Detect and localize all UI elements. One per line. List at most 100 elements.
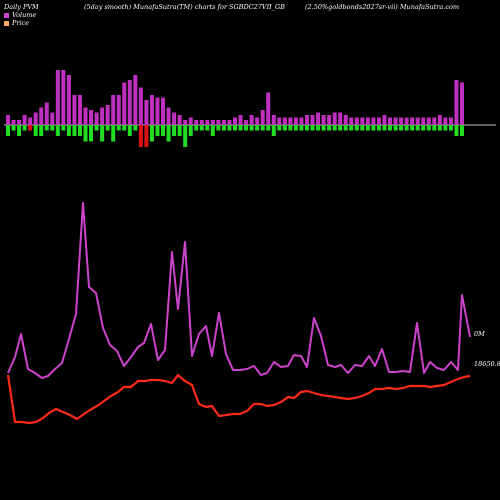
volume-bar-down-24 xyxy=(138,125,143,147)
volume-bar-up-73 xyxy=(410,117,415,125)
volume-bar-down-15 xyxy=(89,125,94,142)
volume-bar-down-40 xyxy=(227,125,232,131)
volume-bar-up-81 xyxy=(454,80,459,125)
volume-bar-down-11 xyxy=(66,125,71,136)
volume-bar-down-34 xyxy=(194,125,199,131)
volume-bar-down-27 xyxy=(155,125,160,136)
volume-bar-down-39 xyxy=(221,125,226,131)
volume-bar-up-4 xyxy=(28,117,33,125)
volume-bar-up-24 xyxy=(138,87,143,125)
volume-bar-up-41 xyxy=(233,117,237,125)
volume-bar-down-65 xyxy=(365,125,370,131)
volume-bar-down-62 xyxy=(349,125,354,131)
volume-bar-up-38 xyxy=(216,120,221,125)
volume-bar-down-2 xyxy=(17,125,22,136)
volume-bar-down-18 xyxy=(105,125,110,131)
volume-bar-up-2 xyxy=(17,120,22,125)
volume-bar-up-22 xyxy=(127,80,132,125)
volume-bar-down-36 xyxy=(205,125,210,131)
volume-bar-down-20 xyxy=(116,125,121,131)
volume-bar-down-28 xyxy=(161,125,166,136)
volume-bar-up-3 xyxy=(22,115,27,125)
volume-bar-down-9 xyxy=(55,125,60,136)
legend-price: Price xyxy=(4,19,29,27)
volume-bar-up-44 xyxy=(249,115,254,125)
volume-bar-up-33 xyxy=(188,117,193,125)
volume-bar-up-58 xyxy=(327,115,332,125)
header-title: (5day smooth) MunafaSutra(TM) charts for… xyxy=(84,3,285,11)
volume-bar-up-7 xyxy=(44,102,49,125)
legend-volume-label: Volume xyxy=(12,11,37,19)
volume-bar-up-23 xyxy=(133,75,138,125)
legend-price-label: Price xyxy=(12,19,30,27)
volume-bar-down-41 xyxy=(233,125,237,131)
price-series-line xyxy=(6,373,471,425)
volume-bar-down-63 xyxy=(354,125,359,131)
volume-bar-down-57 xyxy=(321,125,326,131)
volume-bar-up-26 xyxy=(149,95,154,125)
volume-bar-up-34 xyxy=(194,120,199,125)
volume-bar-down-6 xyxy=(39,125,44,136)
volume-bar-up-77 xyxy=(432,117,437,125)
volume-bar-down-74 xyxy=(415,125,420,131)
volume-bar-down-64 xyxy=(360,125,365,131)
volume-bar-down-3 xyxy=(22,125,27,131)
legend-volume: Volume xyxy=(4,11,36,19)
header-left: Daily PVM xyxy=(4,3,39,11)
volume-bar-up-64 xyxy=(360,117,365,125)
volume-bar-down-4 xyxy=(28,125,33,131)
volume-bar-down-8 xyxy=(50,125,55,131)
volume-bar-down-51 xyxy=(288,125,293,131)
volume-bar-down-46 xyxy=(260,125,265,131)
volume-bar-up-14 xyxy=(83,107,88,125)
volume-bar-up-20 xyxy=(116,95,121,125)
volume-bar-up-42 xyxy=(238,115,243,125)
volume-bar-down-75 xyxy=(421,125,426,131)
volume-bar-up-30 xyxy=(172,112,177,125)
volume-bar-down-44 xyxy=(249,125,254,131)
volume-bar-down-79 xyxy=(443,125,448,131)
volume-bar-up-32 xyxy=(183,120,188,125)
volume-bar-down-81 xyxy=(454,125,459,136)
volume-bar-down-67 xyxy=(376,125,381,131)
volume-bar-down-29 xyxy=(166,125,171,142)
volume-bar-down-58 xyxy=(327,125,332,131)
volume-bar-down-71 xyxy=(399,125,404,131)
volume-bar-down-73 xyxy=(410,125,415,131)
volume-bar-up-15 xyxy=(89,110,94,125)
volume-bar-up-68 xyxy=(382,115,387,125)
volume-bar-down-43 xyxy=(244,125,249,131)
volume-bar-down-23 xyxy=(133,125,138,131)
volume-bar-down-31 xyxy=(177,125,182,136)
volume-bar-up-52 xyxy=(293,117,298,125)
volume-bar-up-37 xyxy=(210,120,215,125)
volume-bar-down-82 xyxy=(460,125,464,136)
volume-bar-down-22 xyxy=(127,125,132,136)
volume-bar-up-19 xyxy=(111,95,116,125)
volume-bar-up-35 xyxy=(199,120,204,125)
volume-bar-up-62 xyxy=(349,117,354,125)
volume-bar-up-66 xyxy=(371,117,376,125)
volume-bar-up-28 xyxy=(161,97,166,125)
volume-bar-up-67 xyxy=(376,117,381,125)
volume-bar-up-75 xyxy=(421,117,426,125)
volume-bar-down-37 xyxy=(210,125,215,136)
volume-bar-down-48 xyxy=(271,125,276,136)
volume-bar-down-54 xyxy=(304,125,309,131)
volume-bar-down-77 xyxy=(432,125,437,131)
volume-bar-up-49 xyxy=(277,117,282,125)
volume-bar-down-13 xyxy=(77,125,82,136)
volume-bar-up-21 xyxy=(122,82,127,125)
volume-bar-down-66 xyxy=(371,125,376,131)
volume-bar-up-80 xyxy=(448,117,453,125)
volume-bar-up-51 xyxy=(288,117,293,125)
volume-bar-up-40 xyxy=(227,120,232,125)
volume-bar-up-43 xyxy=(244,120,249,125)
volume-end-label: 0M xyxy=(474,330,485,338)
volume-bar-up-48 xyxy=(271,115,276,125)
volume-bar-up-25 xyxy=(144,100,149,125)
volume-bar-up-55 xyxy=(310,115,315,125)
volume-bar-down-35 xyxy=(199,125,204,131)
volume-bar-up-78 xyxy=(437,115,442,125)
volume-bar-up-0 xyxy=(6,115,10,125)
